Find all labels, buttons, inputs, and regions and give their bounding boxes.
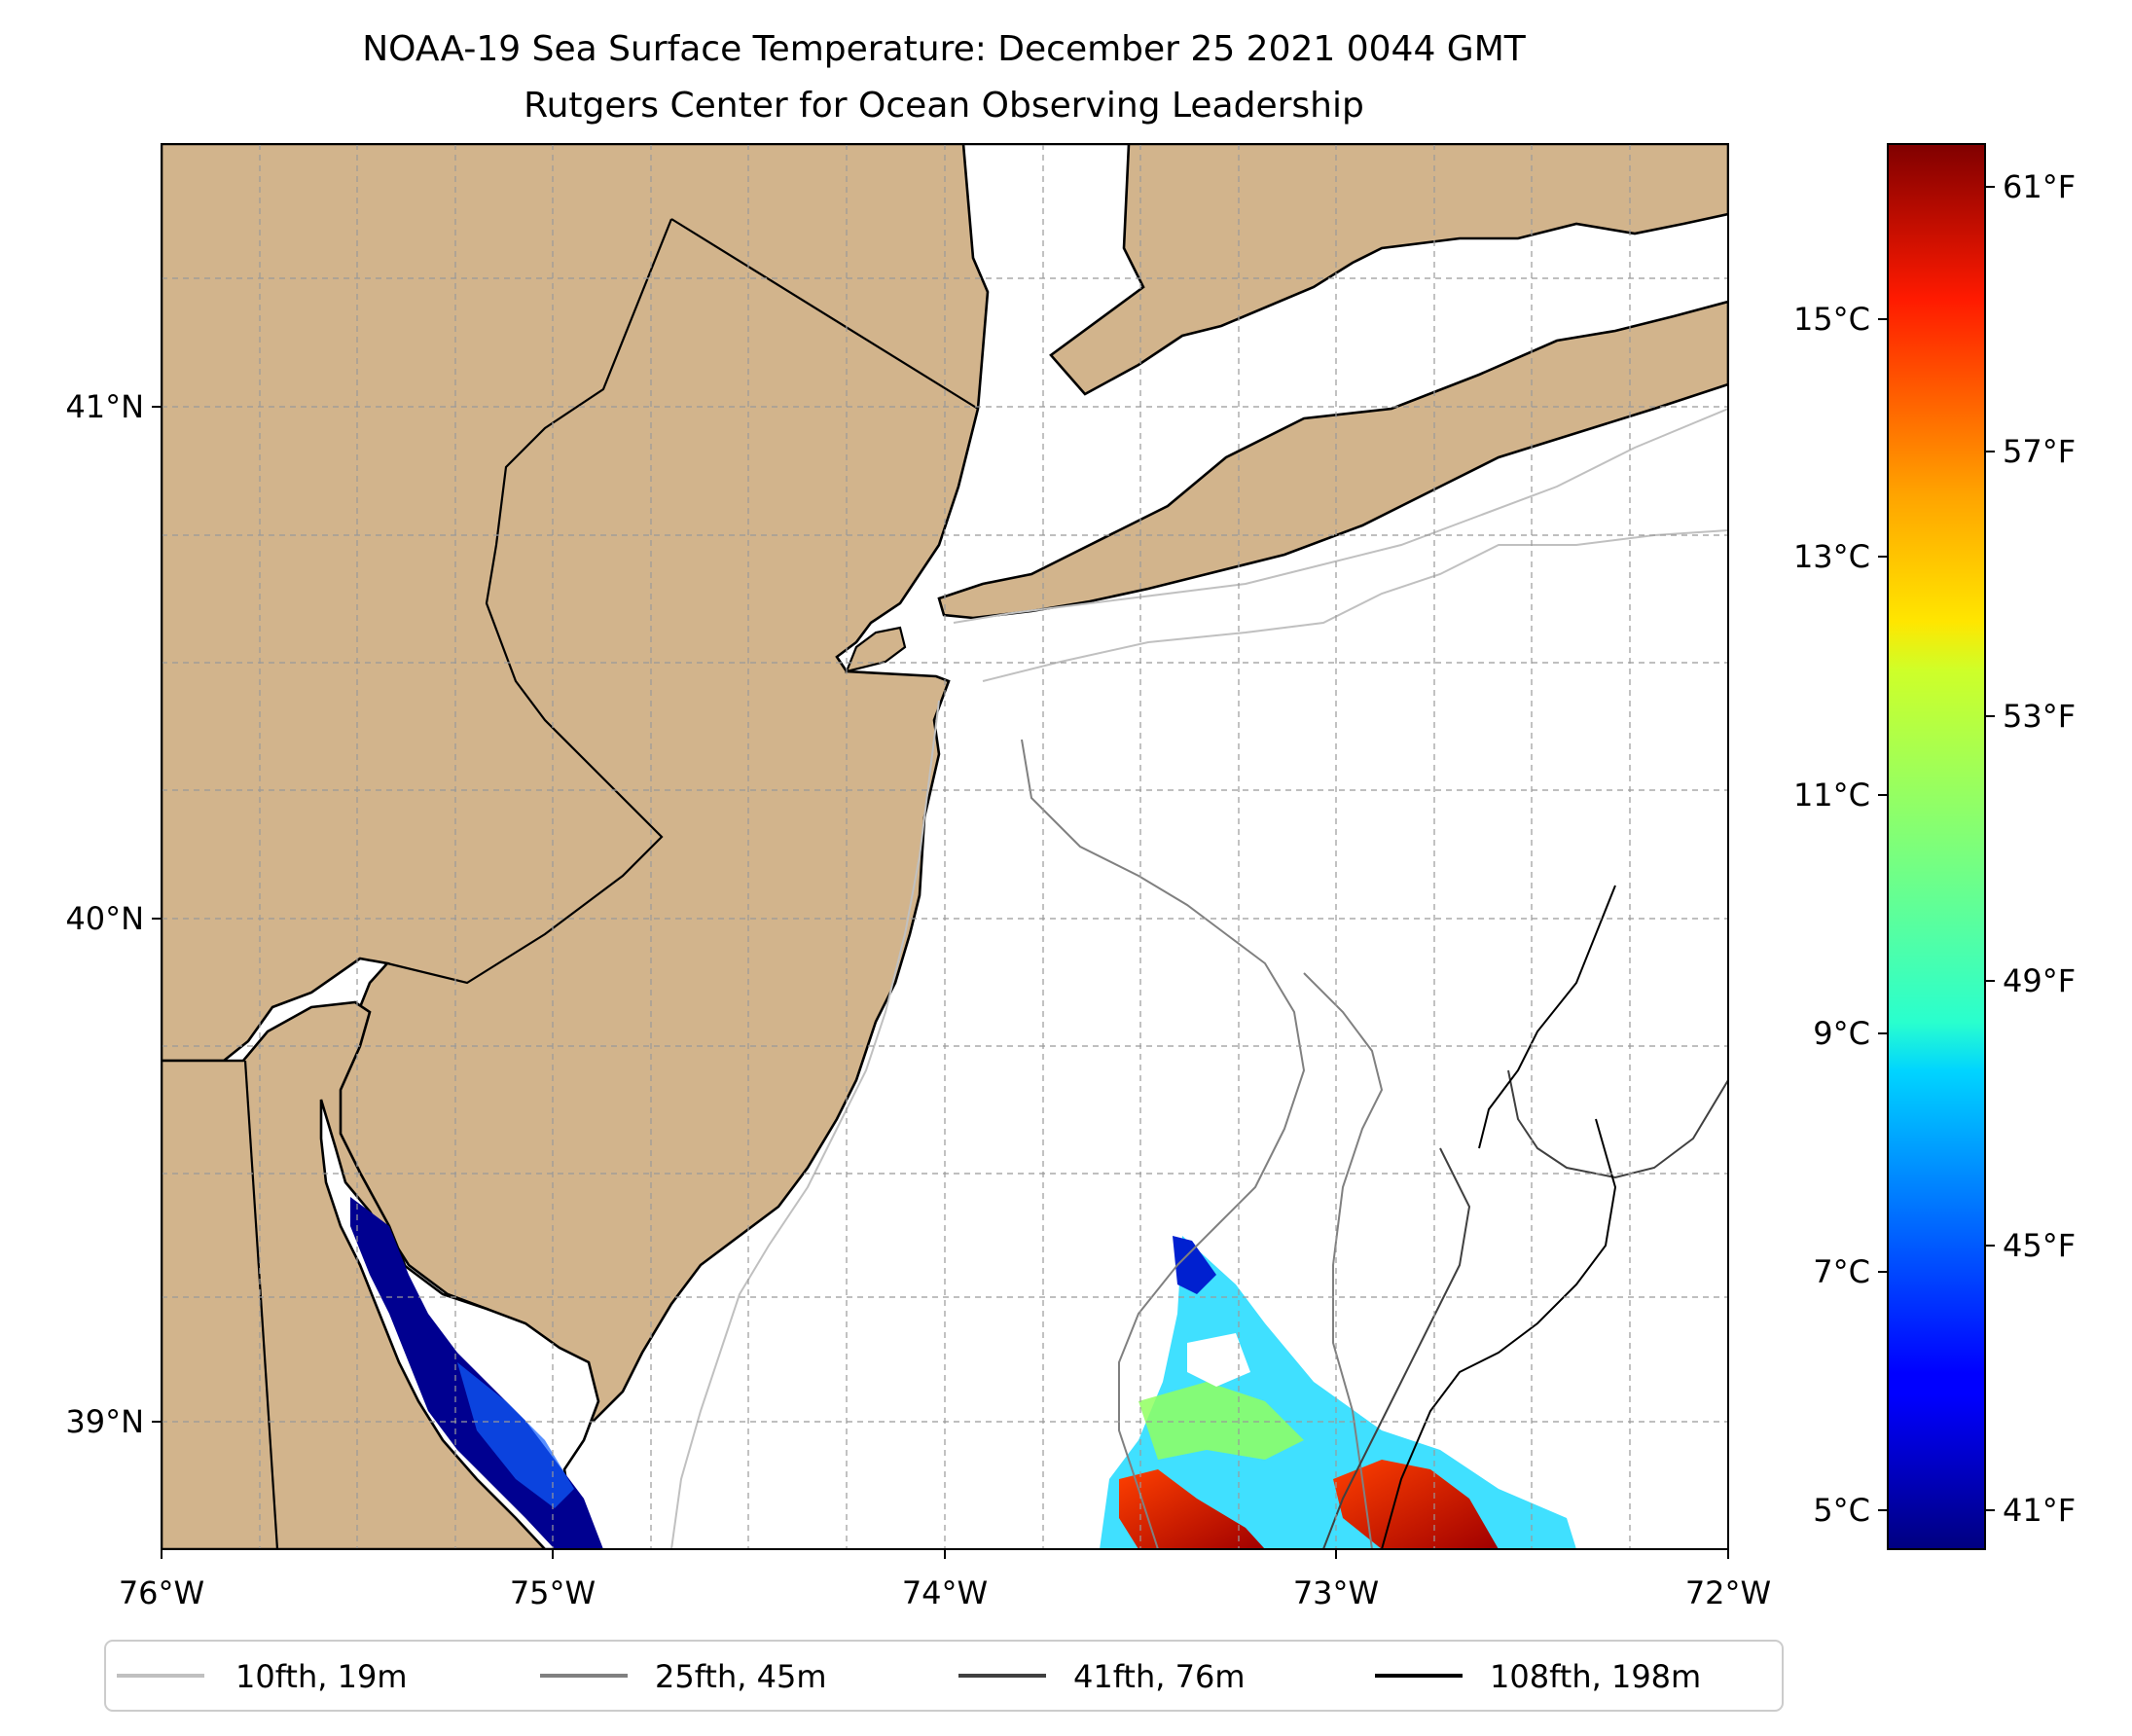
sst-data <box>350 1197 1576 1549</box>
colorbar-c-5: 5°C <box>1813 1492 1870 1529</box>
lon-label-72w: 72°W <box>1685 1574 1771 1611</box>
sst-patch-offshore-deep-blue <box>1173 1236 1216 1294</box>
legend-box <box>104 1640 1784 1712</box>
contour-10fth <box>953 408 1728 624</box>
land-mainland <box>162 144 1728 396</box>
axis-ticks <box>152 406 1729 1559</box>
colorbar-c-7: 7°C <box>1813 1253 1870 1290</box>
legend-label-41fth: 41fth, 76m <box>1073 1658 1245 1695</box>
contour-10fth-offshore <box>982 529 1728 682</box>
gridlines <box>162 144 1728 1549</box>
map-subtitle: Rutgers Center for Ocean Observing Leade… <box>524 86 1364 126</box>
sst-patch-delaware-bay-light <box>457 1362 574 1508</box>
lat-label-39n: 39°N <box>65 1403 144 1440</box>
lon-label-76w: 76°W <box>119 1574 204 1611</box>
contour-108fth <box>1381 1118 1617 1549</box>
lat-label-40n: 40°N <box>65 900 144 937</box>
lon-label-74w: 74°W <box>902 1574 988 1611</box>
colorbar-c-9: 9°C <box>1813 1015 1870 1052</box>
colorbar <box>1887 143 1986 1550</box>
lon-label-73w: 73°W <box>1293 1574 1379 1611</box>
colorbar-f-61: 61°F <box>2003 168 2076 205</box>
sst-patch-offshore-warm-west <box>1119 1469 1265 1549</box>
map-panel <box>162 144 1728 1549</box>
legend-label-25fth: 25fth, 45m <box>655 1658 826 1695</box>
sst-patch-offshore-cool <box>1100 1236 1576 1549</box>
contour-10fth-shelf <box>670 700 940 1549</box>
colorbar-f-41: 41°F <box>2003 1492 2076 1529</box>
colorbar-f-49: 49°F <box>2003 962 2076 999</box>
colorbar-fahrenheit-ticks <box>1985 186 1995 1511</box>
land-new-jersey <box>162 144 990 1423</box>
state-border-de-md <box>243 1060 279 1549</box>
land-staten-island <box>845 626 907 673</box>
lon-label-75w: 75°W <box>510 1574 596 1611</box>
colorbar-c-11: 11°C <box>1793 777 1870 814</box>
state-border-ny-nj <box>670 218 979 410</box>
colorbar-f-53: 53°F <box>2003 698 2076 735</box>
legend-label-108fth: 108fth, 198m <box>1490 1658 1701 1695</box>
sst-patch-offshore-warm-east <box>1333 1460 1499 1549</box>
colorbar-c-13: 13°C <box>1793 538 1870 575</box>
colorbar-f-57: 57°F <box>2003 433 2076 470</box>
colorbar-c-15: 15°C <box>1793 301 1870 338</box>
sst-patch-offshore-green <box>1138 1382 1304 1460</box>
colorbar-f-45: 45°F <box>2003 1227 2076 1264</box>
state-border-pa <box>386 218 673 985</box>
legend-label-10fth: 10fth, 19m <box>235 1658 407 1695</box>
contour-41fth <box>1322 1147 1471 1549</box>
sst-patch-offshore-white-gap <box>1187 1333 1250 1387</box>
contour-25fth-east <box>1303 972 1384 1549</box>
bathymetry-contours <box>670 408 1728 1549</box>
lat-label-41n: 41°N <box>65 388 144 425</box>
contour-legend: 10fth, 19m 25fth, 45m 41fth, 76m 108fth,… <box>104 1640 1784 1712</box>
land-long-island <box>937 300 1728 620</box>
contour-41fth-east <box>1507 1069 1728 1179</box>
contour-108fth-north <box>1478 885 1616 1149</box>
map-title: NOAA-19 Sea Surface Temperature: Decembe… <box>362 29 1526 69</box>
colorbar-celsius-ticks <box>1878 318 1888 1511</box>
contour-25fth <box>1021 739 1306 1549</box>
